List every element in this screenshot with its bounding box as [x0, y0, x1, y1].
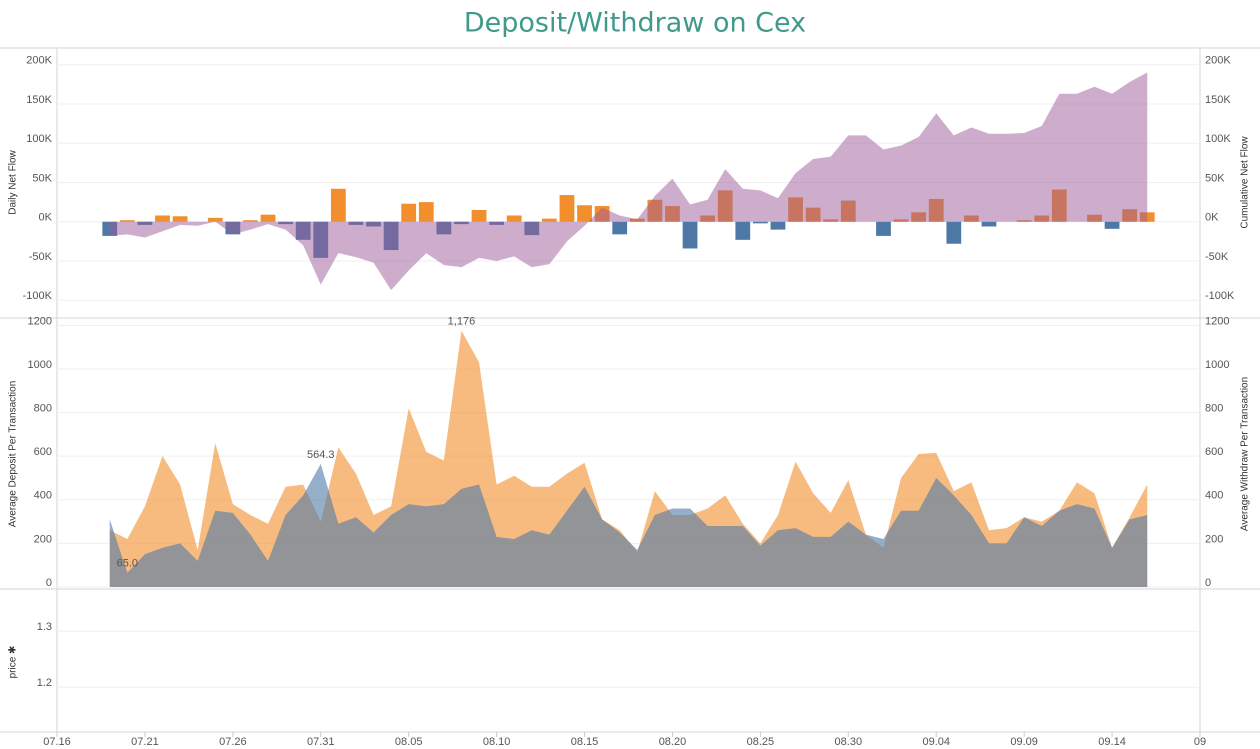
y2-tick-label: 1200 [1205, 315, 1229, 327]
y-tick-label: 100K [26, 133, 52, 145]
y-tick-label: -50K [29, 251, 53, 263]
bar [876, 221, 891, 236]
y2-tick-label: 1000 [1205, 359, 1229, 371]
y2-tick-label: -50K [1205, 251, 1229, 263]
y2-tick-label: -100K [1205, 290, 1235, 302]
y2-tick-label: 200K [1205, 55, 1231, 67]
y-tick-label: 1200 [28, 315, 52, 327]
y2-tick-label: 800 [1205, 402, 1223, 414]
x-tick-label: 08.05 [395, 736, 423, 748]
y2-tick-label: 400 [1205, 490, 1223, 502]
bar [577, 205, 592, 222]
y-tick-label: 150K [26, 94, 52, 106]
y2-tick-label: 150K [1205, 94, 1231, 106]
x-tick-label: 08.30 [835, 736, 863, 748]
y-tick-label: 800 [34, 402, 52, 414]
y-tick-label: 200 [34, 533, 52, 545]
bar [155, 215, 170, 222]
y-tick-label: 1.3 [37, 621, 52, 633]
x-tick-label: 07.21 [131, 736, 159, 748]
y2-tick-label: 200 [1205, 533, 1223, 545]
bar [1104, 221, 1120, 229]
x-tick-label: 09 [1194, 736, 1206, 748]
y-axis-title: Average Deposit Per Transaction [8, 381, 19, 528]
y-tick-label: 0 [46, 577, 52, 589]
y2-tick-label: 0 [1205, 577, 1211, 589]
bar [207, 217, 223, 222]
x-tick-label: 09.14 [1098, 736, 1126, 748]
x-tick-label: 08.15 [571, 736, 599, 748]
bar [506, 215, 522, 222]
x-tick-label: 07.26 [219, 736, 247, 748]
y-tick-label: 400 [34, 490, 52, 502]
area [109, 72, 1148, 291]
bar [752, 221, 768, 224]
bar [401, 203, 417, 222]
y2-tick-label: 100K [1205, 133, 1231, 145]
x-tick-label: 07.16 [43, 736, 71, 748]
x-tick-label: 08.20 [659, 736, 687, 748]
y-axis-title: Daily Net Flow [8, 149, 19, 214]
bar [946, 221, 962, 244]
bar [172, 216, 188, 222]
y-tick-label: 0K [39, 212, 53, 224]
bar [541, 218, 557, 222]
y-tick-label: 200K [26, 55, 52, 67]
x-tick-label: 07.31 [307, 736, 335, 748]
y-tick-label: 50K [32, 172, 52, 184]
bar [735, 221, 751, 240]
y2-tick-label: 50K [1205, 172, 1225, 184]
y2-axis-title: Average Withdraw Per Transaction [1240, 377, 1251, 531]
bar [119, 220, 135, 222]
y-axis-title: price ✱ [8, 646, 19, 679]
bar [682, 221, 698, 249]
area [109, 330, 1148, 587]
bar [330, 188, 346, 222]
chart-title: Deposit/Withdraw on Cex [464, 8, 806, 39]
bar [612, 221, 628, 235]
data-label: 564.3 [307, 449, 335, 461]
y2-tick-label: 0K [1205, 212, 1219, 224]
bar [471, 209, 487, 222]
y-tick-label: 600 [34, 446, 52, 458]
data-label: 1,176 [448, 315, 476, 327]
bar [243, 220, 258, 222]
y-tick-label: 1000 [28, 359, 52, 371]
x-tick-label: 09.04 [922, 736, 950, 748]
area [109, 463, 1148, 587]
bar [260, 214, 276, 222]
bar [418, 202, 434, 222]
y2-axis-title: Cumulative Net Flow [1240, 136, 1251, 229]
y-tick-label: 1.2 [37, 677, 52, 689]
x-tick-label: 08.25 [747, 736, 775, 748]
y-tick-label: -100K [23, 290, 53, 302]
y2-tick-label: 600 [1205, 446, 1223, 458]
bar [981, 221, 997, 227]
x-tick-label: 09.09 [1010, 736, 1038, 748]
bar [559, 195, 575, 222]
data-label: 65.0 [117, 558, 138, 570]
x-tick-label: 08.10 [483, 736, 511, 748]
bar [770, 221, 786, 230]
